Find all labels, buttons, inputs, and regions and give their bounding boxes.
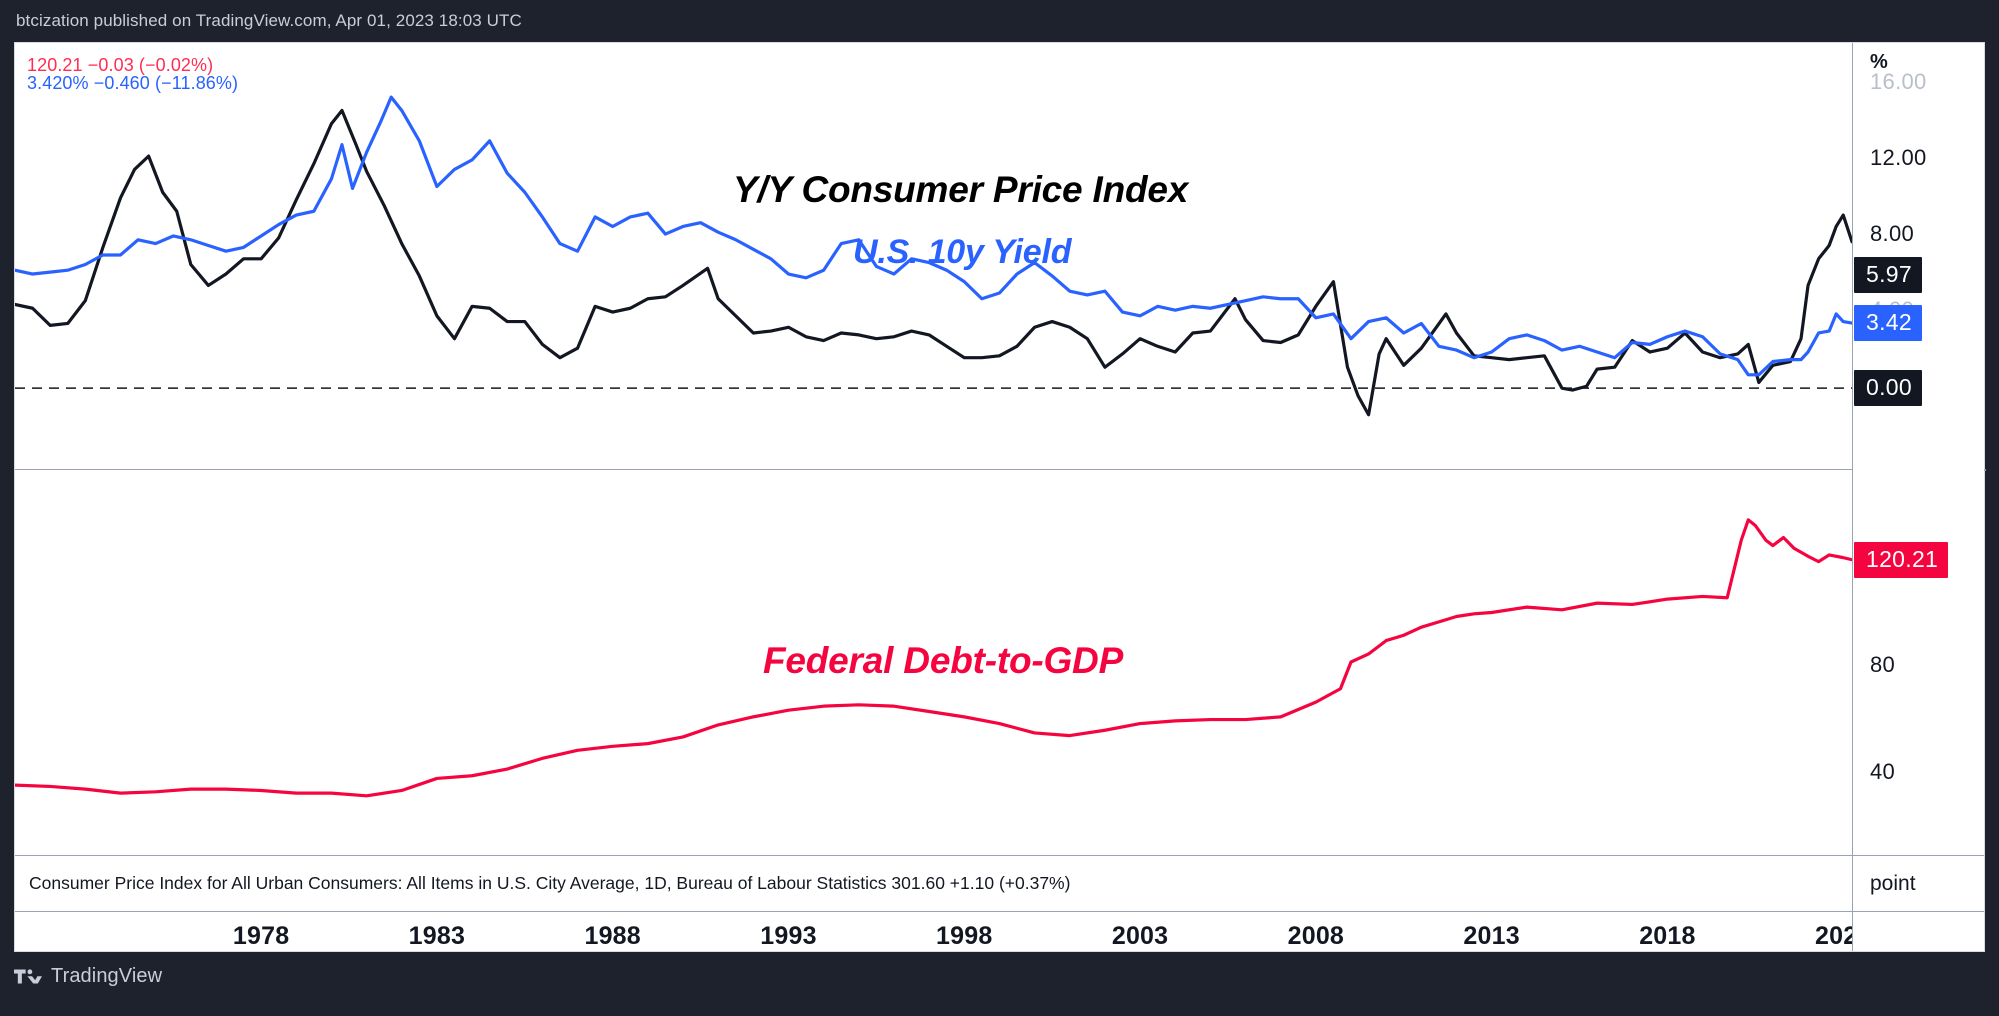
price-tick-label: 8.00 — [1870, 220, 1915, 246]
time-axis[interactable]: 1978 1983 1988 1993 1998 2003 2008 2013 2018 2023 — [15, 911, 1871, 951]
chart-title-cpi: Y/Y Consumer Price Index — [733, 169, 1189, 210]
price-badge-blue[interactable]: 3.42 — [1854, 305, 1922, 342]
time-axis-corner — [1852, 911, 1984, 951]
status-bar[interactable]: Consumer Price Index for All Urban Consu… — [15, 855, 1852, 911]
chart-title-yield: U.S. 10y Yield — [853, 233, 1072, 271]
publication-attribution: btcization published on TradingView.com,… — [16, 11, 522, 30]
pane-debt[interactable] — [15, 470, 1852, 854]
price-badge-black[interactable]: 5.97 — [1854, 256, 1922, 293]
series-line — [15, 520, 1852, 796]
tradingview-footer: TradingView — [14, 965, 162, 988]
price-badge-red[interactable]: 120.21 — [1854, 541, 1949, 578]
pane-price[interactable] — [15, 43, 1852, 469]
time-axis-label: 1983 — [408, 922, 466, 950]
series-line — [15, 110, 1852, 414]
time-axis-label: 1988 — [584, 922, 641, 950]
status-bar-text: Consumer Price Index for All Urban Consu… — [29, 873, 1071, 893]
tradingview-logo-icon — [14, 969, 42, 984]
price-tick-label: 12.00 — [1870, 144, 1927, 170]
series-line — [15, 97, 1852, 375]
time-axis-label: 1998 — [936, 922, 993, 950]
time-axis-label: 1993 — [760, 922, 817, 950]
pane-separator[interactable] — [15, 469, 1986, 471]
time-axis-label: 1978 — [232, 922, 290, 950]
price-tick-label: 80 — [1870, 652, 1896, 678]
price-tick-label: 16.00 — [1870, 68, 1927, 94]
time-axis-label: 2018 — [1639, 922, 1696, 950]
price-badge-black[interactable]: 0.00 — [1854, 370, 1922, 407]
tradingview-brand-label: TradingView — [51, 965, 163, 987]
price-scale-unit-percent: % — [1870, 51, 1888, 73]
chart-frame: 3.420% −0.460 (−11.86%) Y/Y Consumer Pri… — [14, 42, 1986, 952]
publication-header: btcization published on TradingView.com,… — [0, 0, 1999, 42]
top-pane-plot — [15, 43, 1852, 469]
status-unit-label: point — [1870, 871, 1916, 895]
time-axis-label: 2013 — [1463, 922, 1520, 950]
price-tick-label: 40 — [1870, 759, 1896, 785]
chart-title-debt: Federal Debt-to-GDP — [763, 640, 1124, 681]
bottom-pane-plot — [15, 470, 1852, 854]
time-axis-label: 2003 — [1111, 922, 1169, 950]
status-bar-unit: point — [1852, 855, 1984, 911]
time-axis-label: 2008 — [1287, 922, 1345, 950]
